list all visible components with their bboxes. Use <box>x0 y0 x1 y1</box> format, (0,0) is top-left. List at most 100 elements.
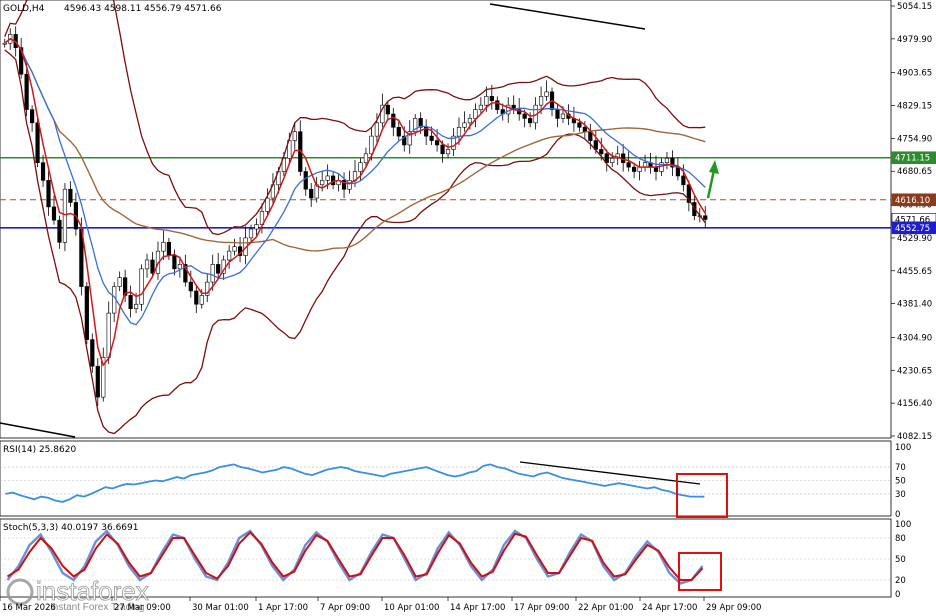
candle-body <box>495 100 500 110</box>
y-tick-label: 4082.15 <box>897 432 932 442</box>
candle-body <box>194 290 199 305</box>
candle-body <box>161 242 166 252</box>
candle-body <box>675 166 680 177</box>
candle-body <box>133 303 139 309</box>
x-tick-label: 1 Apr 17:00 <box>258 603 308 613</box>
stoch-layer <box>0 529 891 591</box>
candle-body <box>46 180 51 208</box>
y-tick-label: 4455.65 <box>897 267 932 277</box>
candle-body <box>424 126 429 137</box>
candle-body <box>703 215 708 220</box>
y-tick-label: 4680.65 <box>897 167 932 177</box>
candle-body <box>363 153 369 163</box>
candle-body <box>106 312 111 358</box>
price-tag-label: 4571.66 <box>895 215 930 225</box>
candle-body <box>434 140 440 146</box>
stoch-signal-line <box>6 530 704 581</box>
candle-body <box>177 264 182 270</box>
x-tick-label: 30 Mar 01:00 <box>192 603 249 613</box>
candle-body <box>331 175 336 186</box>
price-tag <box>891 151 936 165</box>
candle-body <box>522 113 527 119</box>
candle-body <box>172 255 177 270</box>
y-tick-label: 4381.40 <box>897 300 932 310</box>
candle-body <box>670 157 675 168</box>
candle-body <box>117 277 122 287</box>
candle-body <box>402 135 407 146</box>
price-tag <box>891 193 936 207</box>
candle-body <box>560 113 566 119</box>
candle-body <box>139 268 144 305</box>
y-tick-label: 4304.90 <box>897 333 932 343</box>
candle-body <box>604 153 609 163</box>
candle-body <box>216 264 221 274</box>
x-tick-label: 29 Apr 09:00 <box>706 603 761 613</box>
candle-body <box>62 188 68 243</box>
candle-body <box>68 188 73 203</box>
candle-body <box>199 295 204 305</box>
logo-globe-icon <box>6 578 34 606</box>
candle-body <box>462 122 467 128</box>
candle-body <box>325 175 330 181</box>
candle-body <box>128 295 133 309</box>
candle-body <box>30 109 35 124</box>
rsi-tick-label: 100 <box>895 443 911 453</box>
candle-body <box>341 180 347 190</box>
candle-body <box>144 259 150 270</box>
candle-body <box>456 126 462 137</box>
candle-body <box>413 118 418 133</box>
candle-body <box>489 96 494 102</box>
stoch-tick-label: 20 <box>895 576 906 586</box>
candle-body <box>632 166 637 172</box>
x-tick-label: 27 Mar 09:00 <box>114 603 171 613</box>
x-tick-label: 24 Apr 17:00 <box>642 603 697 613</box>
y-tick-label: 4979.90 <box>897 35 932 45</box>
candle-body <box>506 104 511 115</box>
candle-body <box>232 246 237 252</box>
candle-body <box>538 96 544 106</box>
y-tick-label: 4754.90 <box>897 134 932 144</box>
x-tick-label: 7 Apr 09:00 <box>320 603 370 613</box>
ma-slow <box>4 37 706 252</box>
candle-body <box>19 47 24 75</box>
candle-body <box>188 281 193 292</box>
rsi-tick-label: 50 <box>895 477 906 487</box>
candle-body <box>347 180 352 190</box>
candle-body <box>369 135 374 155</box>
y-tick-label: 4903.65 <box>897 69 932 79</box>
bollinger-upper <box>4 0 706 236</box>
trendline-top <box>489 3 646 30</box>
candle-body <box>90 339 95 367</box>
candle-body <box>418 118 423 128</box>
candle-body <box>84 286 89 340</box>
candle-body <box>555 109 560 119</box>
ma-mid <box>4 38 706 326</box>
candle-body <box>40 162 46 181</box>
stoch-label: Stoch(5,3,3) 40.0197 36.6691 <box>3 523 138 533</box>
candle-body <box>166 242 172 256</box>
candle-body <box>101 357 106 398</box>
candle-body <box>396 126 401 137</box>
y-tick-label: 4156.40 <box>897 399 932 409</box>
candle-body <box>227 250 232 261</box>
candle-body <box>686 184 691 203</box>
candle-body <box>205 281 210 296</box>
stoch-highlight-box <box>678 552 722 591</box>
stoch-tick-label: 50 <box>895 555 906 565</box>
instaforex-logo: instaforex Instant Forex Trading <box>6 576 149 613</box>
stoch-tick-label: 0 <box>895 590 900 600</box>
candle-body <box>57 219 62 243</box>
x-tick-label: 10 Apr 01:00 <box>384 603 439 613</box>
price-tag <box>891 221 936 235</box>
x-tick-label: 17 Apr 09:00 <box>514 603 569 613</box>
candle-body <box>599 149 604 155</box>
main-panel-frame <box>0 0 892 439</box>
rsi-label: RSI(14) 25.8620 <box>3 445 76 455</box>
bollinger-lower <box>4 49 706 435</box>
candle-body <box>407 131 412 146</box>
rsi-layer <box>0 461 891 518</box>
watermark-brand: instaforex <box>36 576 149 606</box>
candle-body <box>577 122 582 128</box>
